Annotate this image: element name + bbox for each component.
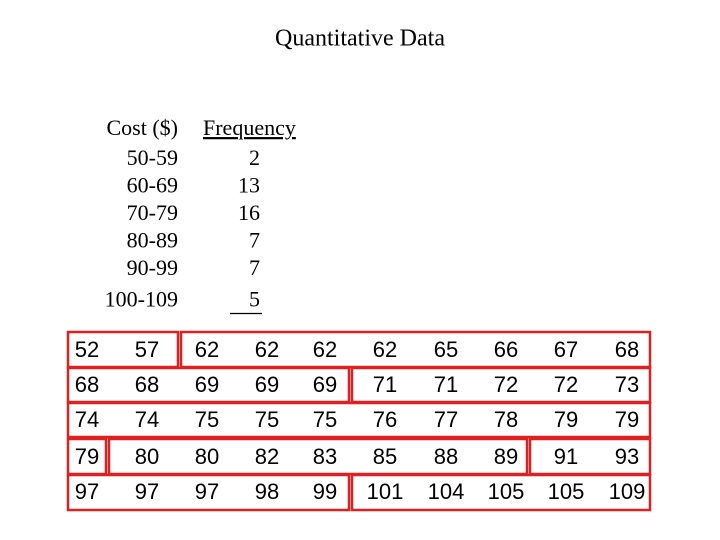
cost-range: 90-99 [127, 255, 178, 280]
cost-range: 50-59 [127, 145, 178, 170]
data-value: 68 [615, 337, 639, 362]
cost-range: 60-69 [127, 173, 178, 198]
data-value: 97 [75, 479, 99, 504]
data-value: 72 [494, 372, 518, 397]
title: Quantitative Data [275, 26, 445, 52]
data-value: 71 [373, 372, 397, 397]
data-value: 69 [255, 372, 279, 397]
data-value: 77 [434, 407, 458, 432]
data-value: 93 [615, 444, 639, 469]
data-value: 73 [615, 372, 639, 397]
data-value: 85 [373, 444, 397, 469]
data-value: 91 [554, 444, 578, 469]
data-value: 79 [554, 407, 578, 432]
data-value: 98 [255, 479, 279, 504]
data-value: 80 [195, 444, 219, 469]
data-value: 71 [434, 372, 458, 397]
data-value: 74 [135, 407, 159, 432]
data-value: 88 [434, 444, 458, 469]
data-value: 82 [255, 444, 279, 469]
data-value: 62 [313, 337, 337, 362]
frequency: 16 [238, 200, 260, 225]
data-value: 75 [255, 407, 279, 432]
data-value: 75 [313, 407, 337, 432]
group-box [66, 401, 652, 439]
data-value: 76 [373, 407, 397, 432]
data-value: 97 [195, 479, 219, 504]
data-value: 99 [313, 479, 337, 504]
class-boxes [66, 330, 652, 512]
data-value: 79 [75, 444, 99, 469]
data-value: 80 [135, 444, 159, 469]
column-header: Cost ($) [107, 115, 179, 140]
data-value: 66 [494, 337, 518, 362]
frequency: 5 [249, 287, 260, 312]
frequency: 13 [238, 173, 260, 198]
data-value: 69 [313, 372, 337, 397]
data-value: 57 [135, 337, 159, 362]
group-box [350, 473, 652, 512]
data-value: 65 [434, 337, 458, 362]
cost-range: 100-109 [105, 287, 178, 312]
data-value: 109 [609, 479, 646, 504]
data-value: 75 [195, 407, 219, 432]
data-value: 62 [255, 337, 279, 362]
data-value: 97 [135, 479, 159, 504]
data-value: 68 [135, 372, 159, 397]
data-value: 62 [373, 337, 397, 362]
group-box [179, 330, 652, 369]
data-value: 72 [554, 372, 578, 397]
data-value: 105 [548, 479, 585, 504]
data-value: 62 [195, 337, 219, 362]
data-value: 68 [75, 372, 99, 397]
data-value: 104 [428, 479, 465, 504]
frequency: 7 [249, 255, 260, 280]
frequency: 7 [249, 228, 260, 253]
data-value: 78 [494, 407, 518, 432]
data-value: 67 [554, 337, 578, 362]
data-value: 101 [367, 479, 404, 504]
frequency: 2 [249, 145, 260, 170]
data-value: 79 [615, 407, 639, 432]
data-value: 89 [494, 444, 518, 469]
cost-range: 80-89 [127, 228, 178, 253]
data-value: 52 [75, 337, 99, 362]
data-value: 69 [195, 372, 219, 397]
cost-range: 70-79 [127, 200, 178, 225]
data-value: 74 [75, 407, 99, 432]
group-box [66, 473, 351, 512]
column-header: Frequency [203, 115, 296, 140]
data-value: 83 [313, 444, 337, 469]
data-value: 105 [488, 479, 525, 504]
